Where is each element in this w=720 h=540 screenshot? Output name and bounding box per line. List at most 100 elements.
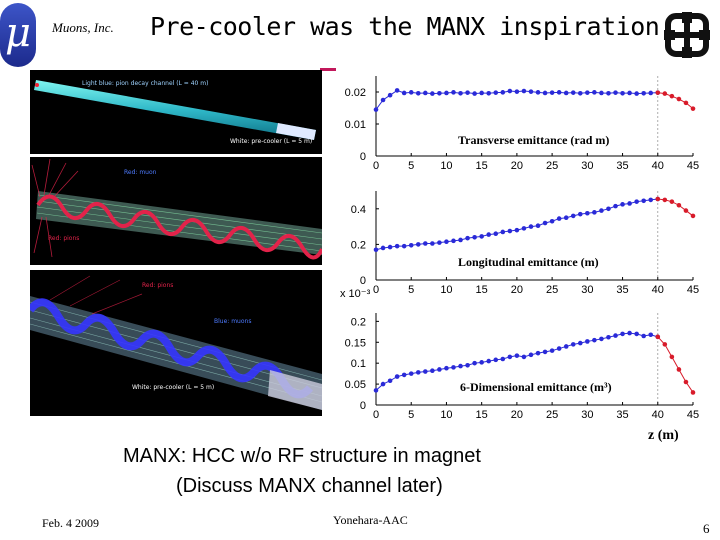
caption-line-2: (Discuss MANX channel later) [176, 475, 443, 497]
data-point [528, 352, 534, 358]
data-point [683, 208, 689, 213]
data-point [570, 90, 576, 95]
data-point [394, 88, 400, 93]
data-point [549, 90, 555, 95]
data-point [408, 242, 414, 248]
x-tick-label: 35 [616, 409, 628, 421]
data-point [655, 90, 661, 95]
data-point [528, 224, 534, 229]
footer-author: Yonehara-AAC [333, 513, 408, 527]
x-tick-label: 30 [581, 409, 593, 421]
title-accent-bar [320, 68, 336, 71]
data-point [479, 234, 484, 239]
data-point [423, 90, 428, 96]
data-point [423, 369, 428, 374]
data-point [683, 100, 689, 106]
x-tick-label: 45 [687, 284, 699, 296]
data-point [620, 331, 625, 337]
data-point [669, 199, 675, 204]
data-point [634, 331, 639, 337]
x-tick-label: 35 [616, 284, 628, 296]
muons-inc-logo: μ [0, 3, 36, 67]
data-point [585, 90, 590, 95]
x-tick-label: 5 [408, 160, 414, 172]
transverse-emittance-plot: 0 5 10 15 20 25 30 35 40 45 0 0.01 0.02 Transverse em… [345, 76, 699, 172]
data-point [648, 332, 654, 338]
data-point [465, 90, 470, 95]
x-tick-label: 5 [408, 409, 414, 421]
data-point [373, 107, 379, 112]
data-point [599, 336, 604, 342]
slide-title: Pre-cooler was the MANX inspiration [150, 12, 660, 41]
data-point [563, 215, 569, 220]
data-point [655, 196, 661, 202]
data-point [585, 339, 590, 344]
data-point [444, 239, 449, 245]
data-point [676, 202, 682, 208]
data-point [648, 197, 654, 203]
data-point [458, 90, 463, 96]
plot-title: Transverse emittance (rad m) [458, 133, 609, 147]
x-tick-label: 25 [546, 409, 558, 421]
data-point [577, 340, 583, 346]
data-point [500, 356, 506, 362]
data-point [394, 374, 400, 379]
data-point [549, 218, 555, 224]
x-tick-label: 10 [440, 160, 452, 172]
data-point [387, 378, 393, 384]
data-point [627, 90, 632, 96]
data-point [408, 371, 414, 376]
x-tick-label: 0 [373, 160, 379, 172]
data-point [592, 90, 597, 95]
data-point [620, 202, 625, 207]
data-point [620, 90, 625, 96]
y-tick-label: 0 [360, 151, 366, 163]
x-tick-label: 25 [546, 284, 558, 296]
data-point [521, 88, 527, 94]
x-tick-label: 25 [546, 160, 558, 172]
data-point [415, 242, 421, 247]
data-point [486, 232, 492, 237]
sim-image-helical-muons: Red: pions Blue: muons White: pre-cooler… [30, 270, 322, 416]
data-point [577, 90, 583, 96]
y-tick-label: 0.02 [345, 87, 366, 99]
data-point [535, 90, 541, 95]
y-tick-label: 0.2 [351, 316, 366, 328]
data-point [437, 240, 442, 245]
data-point [493, 357, 499, 363]
sim3-label-pions: Red: pions [142, 282, 174, 289]
data-point [493, 231, 499, 237]
y-tick-label: 0 [360, 275, 366, 287]
data-point [394, 243, 400, 249]
data-point [451, 90, 456, 95]
six-dimensional-emittance-plot: 0 5 10 15 20 25 30 35 40 45 0 0.05 0.1 0.15 0.2 6-Dimen… [340, 288, 699, 443]
data-point [387, 244, 393, 250]
y-tick-label: 0.2 [351, 239, 366, 251]
data-point [380, 97, 386, 103]
fermilab-logo-icon [664, 12, 710, 58]
sim-image-pion-decay-channel: Light blue: pion decay channel (L = 40 m… [30, 70, 322, 154]
x-tick-label: 30 [581, 284, 593, 296]
data-point [373, 388, 379, 393]
data-point [641, 198, 646, 204]
data-point [556, 216, 562, 221]
caption-line-1: MANX: HCC w/o RF structure in magnet [123, 445, 481, 467]
x-tick-label: 10 [440, 409, 452, 421]
y-tick-label: 0.1 [351, 358, 366, 370]
data-point [627, 201, 632, 206]
x-tick-label: 35 [616, 160, 628, 172]
data-point [430, 91, 435, 96]
data-point [500, 229, 506, 235]
data-point [521, 226, 527, 231]
data-point [458, 363, 463, 369]
data-point [641, 90, 646, 96]
data-point [662, 342, 668, 347]
x-tick-label: 20 [511, 160, 523, 172]
sim2-label-pions: Red: pions [48, 235, 80, 242]
x-tick-label: 0 [373, 284, 379, 296]
plot-title: Longitudinal emittance (m) [458, 255, 599, 269]
data-point [444, 365, 449, 371]
data-point [563, 344, 569, 349]
plot-title: 6-Dimensional emittance (m³) [460, 380, 612, 394]
data-point [521, 354, 527, 360]
